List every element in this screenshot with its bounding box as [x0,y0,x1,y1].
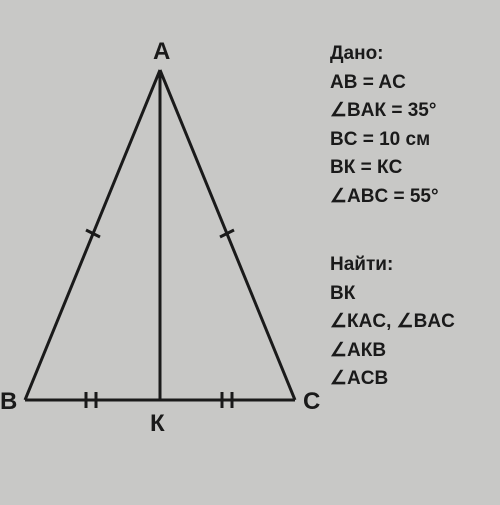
given-heading: Дано: [330,40,490,69]
find-block: Найти: BК ∠КAC, ∠BAC ∠AКB ∠ACB [330,251,490,394]
side-ac [160,70,295,400]
given-line: AB = AC [330,69,490,98]
given-line: ∠ABC = 55° [330,183,490,212]
find-line: BК [330,280,490,309]
find-line: ∠AКB [330,337,490,366]
vertex-label-k: К [150,410,165,438]
vertex-label-a: A [153,38,170,66]
triangle-diagram: A B C К [0,0,320,500]
find-line: ∠ACB [330,365,490,394]
given-line: ∠BAК = 35° [330,97,490,126]
vertex-label-c: C [303,388,320,416]
find-line: ∠КAC, ∠BAC [330,308,490,337]
find-heading: Найти: [330,251,490,280]
problem-text: Дано: AB = AC ∠BAК = 35° BC = 10 см BК =… [330,40,490,434]
vertex-label-b: B [0,388,17,416]
side-ab [25,70,160,400]
given-line: BC = 10 см [330,126,490,155]
given-line: BК = КC [330,154,490,183]
given-block: Дано: AB = AC ∠BAК = 35° BC = 10 см BК =… [330,40,490,211]
